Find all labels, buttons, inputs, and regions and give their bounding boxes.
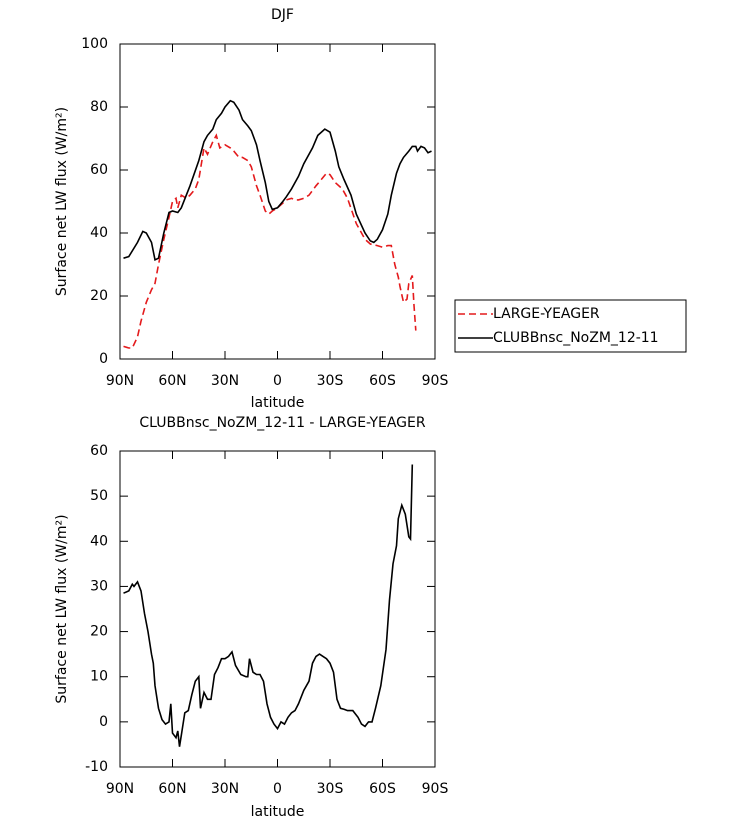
x-tick-label: 60S — [369, 781, 396, 797]
x-tick-label: 60N — [158, 781, 186, 797]
data-line — [123, 99, 432, 261]
x-axis-label: latitude — [251, 804, 305, 820]
data-line — [123, 133, 417, 349]
legend-box — [454, 299, 687, 353]
y-axis-label: Surface net LW flux (W/m²) — [54, 514, 70, 703]
x-tick-label: 90S — [422, 781, 449, 797]
y-tick-label: 40 — [90, 533, 108, 549]
y-tick-label: 20 — [90, 624, 108, 640]
y-axis-label: Surface net LW flux (W/m²) — [54, 107, 70, 296]
x-tick-label: 30N — [211, 373, 239, 389]
x-tick-label: 30S — [317, 373, 344, 389]
y-tick-label: -10 — [85, 759, 108, 775]
x-tick-label: 60S — [369, 373, 396, 389]
y-tick-label: 10 — [90, 669, 108, 685]
y-tick-label: 50 — [90, 488, 108, 504]
y-tick-label: 60 — [90, 162, 108, 178]
plot-frame — [119, 43, 436, 360]
chart-title: CLUBBnsc_NoZM_12-11 - LARGE-YEAGER — [139, 415, 425, 431]
y-tick-label: 40 — [90, 225, 108, 241]
x-tick-label: 90N — [106, 373, 134, 389]
x-tick-label: 0 — [273, 781, 282, 797]
y-tick-label: 100 — [81, 36, 108, 52]
data-line — [123, 464, 414, 747]
x-tick-label: 90N — [106, 781, 134, 797]
x-tick-label: 30N — [211, 781, 239, 797]
y-tick-label: 80 — [90, 99, 108, 115]
x-axis-label: latitude — [251, 395, 305, 411]
x-tick-label: 0 — [273, 373, 282, 389]
y-tick-label: 20 — [90, 288, 108, 304]
legend-label: CLUBBnsc_NoZM_12-11 — [493, 330, 659, 346]
y-tick-label: 30 — [90, 578, 108, 594]
x-tick-label: 30S — [317, 781, 344, 797]
y-tick-label: 0 — [99, 351, 108, 367]
x-tick-label: 60N — [158, 373, 186, 389]
y-tick-label: 60 — [90, 443, 108, 459]
x-tick-label: 90S — [422, 373, 449, 389]
chart-title: DJF — [271, 7, 294, 23]
y-tick-label: 0 — [99, 714, 108, 730]
legend-label: LARGE-YEAGER — [493, 306, 600, 322]
plot-frame — [119, 450, 436, 768]
